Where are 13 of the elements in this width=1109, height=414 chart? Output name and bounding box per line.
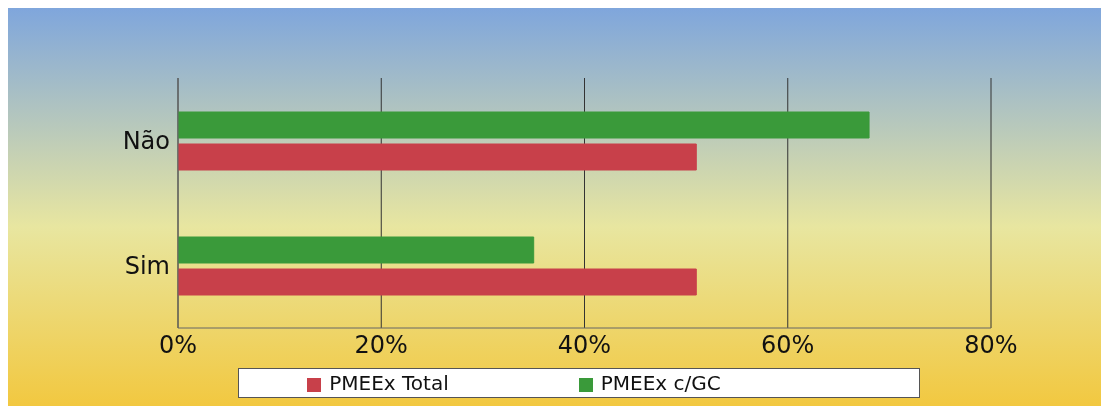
y-tick-label: Sim: [124, 252, 170, 281]
y-tick-label: Não: [122, 127, 170, 156]
legend-label: PMEEx c/GC: [600, 371, 721, 395]
x-tick-label: 60%: [761, 331, 815, 360]
x-tick-label: 80%: [964, 331, 1018, 360]
bar: [178, 143, 697, 171]
bar: [178, 268, 697, 296]
bar: [178, 111, 870, 139]
legend-label: PMEEx Total: [329, 371, 449, 395]
bar: [178, 236, 535, 264]
x-tick-label: 40%: [557, 331, 612, 360]
x-tick-label: 20%: [354, 331, 408, 360]
x-tick-label: 0%: [158, 331, 198, 360]
